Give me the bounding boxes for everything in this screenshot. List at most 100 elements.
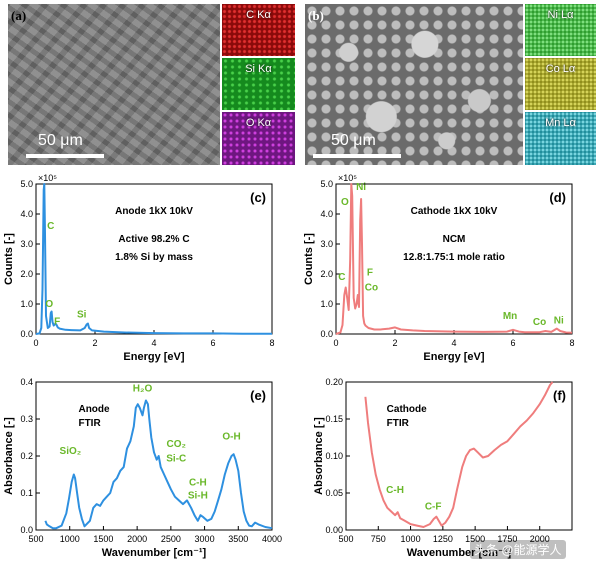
y-tick-label: 0.3 (20, 414, 33, 424)
series-line (364, 381, 554, 528)
x-tick-label: 3000 (195, 534, 215, 544)
y-axis-label: Absorbance [-] (313, 417, 325, 495)
chart-note: NCM (443, 234, 466, 245)
x-tick-label: 4 (151, 338, 156, 348)
x-axis-label: Wavenumber [cm⁻¹] (407, 547, 512, 559)
x-tick-label: 6 (510, 338, 515, 348)
x-tick-label: 750 (371, 534, 386, 544)
series-line (35, 183, 272, 335)
peak-label: F (367, 268, 373, 279)
y-tick-label: 2.0 (20, 269, 33, 279)
chart-e-anode-ftir: 500 1000 1500 2000 2500 3000 3500 4000 0.0 0.1 0.2… (3, 377, 282, 559)
chart-title: Cathode 1kX 10kV (411, 206, 498, 217)
peak-label: C (47, 221, 54, 232)
peak-label: Co (533, 317, 546, 328)
x-tick-label: 6 (210, 338, 215, 348)
plot-frame (345, 381, 573, 531)
y-tick-label: 4.0 (320, 209, 333, 219)
y-tick-label: 5.0 (20, 179, 33, 189)
y-tick-label: 0.2 (20, 451, 33, 461)
chart-note: Active 98.2% C (118, 234, 189, 245)
peak-label: C (338, 272, 345, 283)
series-line (335, 183, 573, 335)
eds-map-ni-label: Ni Lα (547, 9, 574, 21)
x-tick-label: 8 (269, 338, 274, 348)
eds-map-mn-label: Mn Lα (545, 117, 576, 129)
eds-map-c: C Kα (222, 4, 295, 56)
peak-label: Co (365, 283, 378, 294)
y-tick-label: 0.0 (320, 329, 333, 339)
x-tick-label: 2 (392, 338, 397, 348)
peak-label: SiO₂ (60, 446, 82, 457)
y-axis-label: Absorbance [-] (3, 417, 15, 495)
chart-title: Anode 1kX 10kV (115, 206, 193, 217)
x-axis-label: Energy [eV] (423, 351, 484, 363)
chart-note: 1.8% Si by mass (115, 252, 193, 263)
y-tick-label: 0.0 (20, 525, 33, 535)
eds-map-mn: Mn Lα (525, 112, 596, 165)
y-tick-label: 4.0 (20, 209, 33, 219)
axis-multiplier: ×10⁵ (338, 173, 357, 183)
eds-map-ni: Ni Lα (525, 4, 596, 56)
sem-image-anode: (a) 50 μm (8, 4, 220, 165)
eds-map-c-label: C Kα (246, 9, 271, 21)
series-line (44, 399, 273, 530)
y-axis-label: Counts [-] (303, 233, 315, 285)
y-axis-label: Counts [-] (3, 233, 15, 285)
sem-image-cathode: (b) 50 μm (305, 4, 523, 165)
panel-label: (d) (549, 190, 566, 205)
peak-label: H₂O (133, 383, 153, 394)
y-tick-label: 0.20 (325, 377, 343, 387)
chart-note: FTIR (387, 418, 410, 429)
peak-label: Mn (503, 311, 517, 322)
y-tick-label: 0.4 (20, 377, 33, 387)
peak-label: C-H (189, 478, 207, 489)
peak-label: CO₂ (167, 439, 186, 450)
eds-map-si: Si Kα (222, 58, 295, 110)
peak-label: C-H (386, 485, 404, 496)
peak-label: Ni (356, 182, 366, 193)
x-tick-label: 0 (333, 338, 338, 348)
y-tick-label: 0.00 (325, 525, 343, 535)
peak-label: Si (77, 310, 87, 321)
panel-letter-a: (a) (11, 8, 27, 23)
x-tick-label: 1250 (433, 534, 453, 544)
y-tick-label: 0.1 (20, 488, 33, 498)
y-tick-label: 0.05 (325, 488, 343, 498)
scale-label-b: 50 μm (331, 132, 376, 149)
x-tick-label: 1750 (497, 534, 517, 544)
eds-map-o: O Kα (222, 112, 295, 165)
x-tick-label: 3500 (228, 534, 248, 544)
x-axis-label: Wavenumber [cm⁻¹] (102, 547, 207, 559)
x-tick-label: 2500 (161, 534, 181, 544)
watermark: 头条 @能源学人 (470, 540, 566, 559)
eds-map-si-label: Si Kα (245, 63, 272, 75)
panel-label: (f) (553, 388, 566, 403)
peak-label: Si-C (166, 454, 186, 465)
chart-note: FTIR (78, 418, 101, 429)
scale-bar-a (26, 154, 104, 158)
x-tick-label: 1000 (401, 534, 421, 544)
x-tick-label: 4000 (262, 534, 282, 544)
peak-label: O (341, 197, 349, 208)
y-tick-label: 1.0 (20, 299, 33, 309)
eds-map-co-label: Co Lα (545, 63, 576, 75)
y-tick-label: 5.0 (320, 179, 333, 189)
axis-multiplier: ×10⁵ (38, 173, 57, 183)
peak-label: C-F (425, 501, 442, 512)
x-tick-label: 2 (92, 338, 97, 348)
peak-label: Si-H (188, 491, 208, 502)
peak-label: F (54, 316, 60, 327)
eds-map-co: Co Lα (525, 58, 596, 110)
y-tick-label: 3.0 (20, 239, 33, 249)
chart-f-cathode-ftir: 500 750 1000 1250 1500 1750 2000 0.00 0.05 0.10 0.… (313, 377, 573, 559)
x-tick-label: 4 (451, 338, 456, 348)
peak-label: O (45, 299, 53, 310)
x-tick-label: 500 (28, 534, 43, 544)
chart-title: Cathode (387, 404, 427, 415)
x-tick-label: 1500 (465, 534, 485, 544)
x-tick-label: 1500 (93, 534, 113, 544)
x-tick-label: 2000 (530, 534, 550, 544)
y-tick-label: 3.0 (320, 239, 333, 249)
chart-c-anode-eds: 0 2 4 6 8 0.0 1.0 2.0 3.0 4.0 5.0 Energy [eV] Counts… (3, 173, 275, 363)
